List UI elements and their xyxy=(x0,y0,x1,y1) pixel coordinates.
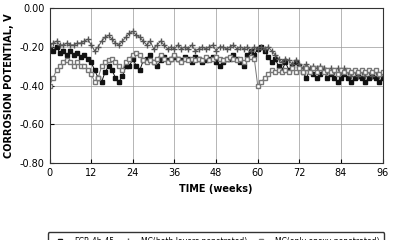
MC(only epoxy penetrated) xyxy=(47,84,52,87)
MC(both layers penetrated) xyxy=(242,48,246,50)
MC(both layers penetrated) xyxy=(58,43,62,46)
ECR-4b-45 xyxy=(61,49,66,52)
MC(only epoxy penetrated) xyxy=(217,57,222,60)
Line: ECR-4b-45: ECR-4b-45 xyxy=(47,44,385,84)
MC(both layers penetrated) xyxy=(137,36,142,39)
Line: MC(only epoxy penetrated): MC(only epoxy penetrated) xyxy=(47,50,385,88)
MC(only epoxy penetrated) xyxy=(307,71,312,73)
X-axis label: TIME (weeks): TIME (weeks) xyxy=(179,184,253,194)
Y-axis label: CORROSION POTENTIAL, V: CORROSION POTENTIAL, V xyxy=(4,13,14,158)
MC(both layers penetrated) xyxy=(307,67,312,70)
MC(only epoxy penetrated) xyxy=(72,65,76,68)
ECR-4b-45 xyxy=(54,46,59,48)
MC(both layers penetrated) xyxy=(72,43,76,46)
MC(only epoxy penetrated) xyxy=(242,61,246,64)
MC(both layers penetrated) xyxy=(130,30,135,33)
ECR-4b-45 xyxy=(245,53,250,56)
ECR-4b-45 xyxy=(47,48,52,50)
MC(only epoxy penetrated) xyxy=(380,71,385,73)
ECR-4b-45 xyxy=(75,51,80,54)
MC(both layers penetrated) xyxy=(349,75,354,78)
ECR-4b-45 xyxy=(141,59,146,62)
MC(both layers penetrated) xyxy=(380,73,385,76)
MC(only epoxy penetrated) xyxy=(58,65,62,68)
ECR-4b-45 xyxy=(99,80,104,83)
MC(only epoxy penetrated) xyxy=(134,51,139,54)
Line: MC(both layers penetrated): MC(both layers penetrated) xyxy=(46,28,386,79)
MC(only epoxy penetrated) xyxy=(137,53,142,56)
Legend: ECR-4b-45, MC(both layers penetrated), MC(only epoxy penetrated): ECR-4b-45, MC(both layers penetrated), M… xyxy=(48,232,384,240)
MC(both layers penetrated) xyxy=(47,46,52,48)
MC(both layers penetrated) xyxy=(217,46,222,48)
ECR-4b-45 xyxy=(311,73,316,76)
ECR-4b-45 xyxy=(221,61,226,64)
ECR-4b-45 xyxy=(380,77,385,79)
